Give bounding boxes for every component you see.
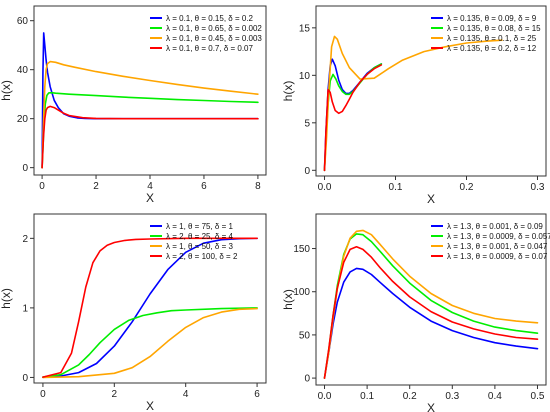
y-tick-label: 20	[17, 114, 29, 125]
series-line-3	[323, 35, 503, 172]
legend-entry: λ = 0.1, θ = 0.45, δ = 0.003	[166, 34, 262, 43]
x-tick-label: 4	[147, 181, 153, 192]
x-tick-label: 6	[254, 389, 260, 400]
x-tick-label: 2	[112, 389, 118, 400]
y-tick-label: 0	[304, 374, 310, 385]
y-tick-label: 150	[293, 244, 310, 255]
chart-panel-1: 0 2 4 6 8 0 20 40 60 Xh(x) λ = 0.1, θ = 0.15, δ = …	[0, 5, 267, 205]
x-tick-label: 0.0	[318, 391, 332, 402]
y-tick-label: 0	[304, 166, 310, 177]
y-tick-label: 15	[299, 23, 311, 34]
y-axis-label: h(x)	[0, 288, 13, 309]
x-tick-label: 0.3	[531, 182, 545, 193]
y-tick-label: 0	[22, 163, 28, 174]
x-tick-label: 0.2	[460, 182, 474, 193]
series-line-2	[323, 63, 383, 172]
legend-entry: λ = 1, θ = 50, δ = 3	[166, 242, 233, 251]
series-line-3	[42, 307, 258, 379]
legend-entry: λ = 0.1, θ = 0.65, δ = 0.002	[166, 24, 262, 33]
series-line-2	[41, 91, 259, 169]
series-line-3	[41, 60, 259, 169]
plot-frame	[315, 213, 547, 386]
chart-panel-4: 0.0 0.1 0.2 0.3 0.4 0.5 0 50 100 150 Xh(x) λ = 1.3,…	[281, 213, 550, 412]
x-tick-label: 0.3	[445, 391, 459, 402]
plot-frame	[33, 213, 267, 384]
x-tick-label: 0.2	[403, 391, 417, 402]
series-line-1	[323, 267, 539, 379]
series-line-4	[323, 64, 383, 172]
x-tick-label: 0.1	[360, 391, 374, 402]
y-tick-label: 0	[22, 373, 28, 384]
x-tick-label: 0	[39, 181, 45, 192]
y-tick-label: 60	[17, 16, 29, 27]
y-tick-label: 10	[299, 71, 311, 82]
series-line-2	[42, 307, 258, 378]
legend-entry: λ = 0.1, θ = 0.15, δ = 0.2	[166, 14, 254, 23]
y-tick-label: 1	[22, 303, 28, 314]
y-tick-label: 2	[22, 234, 28, 245]
x-tick-label: 6	[201, 181, 207, 192]
legend-entry: λ = 0.135, θ = 0.2, δ = 12	[447, 44, 537, 53]
chart-panel-2: 0.0 0.1 0.2 0.3 0 5 10 15 Xh(x) λ = 0.135, θ = 0.…	[281, 5, 547, 206]
series-line-4	[41, 105, 259, 169]
y-tick-label: 100	[293, 287, 310, 298]
y-axis-label: h(x)	[281, 81, 295, 102]
x-tick-label: 0.0	[318, 182, 332, 193]
x-tick-label: 0.4	[488, 391, 502, 402]
series-line-4	[323, 246, 539, 379]
legend-entry: λ = 2, θ = 100, δ = 2	[166, 252, 238, 261]
legend-entry: λ = 1.3, θ = 0.001, δ = 0.09	[447, 222, 543, 231]
x-axis-label: X	[146, 191, 154, 205]
x-tick-label: 0.5	[531, 391, 545, 402]
legend-entry: λ = 0.135, θ = 0.09, δ = 9	[447, 14, 537, 23]
series-line-1	[41, 32, 259, 169]
x-tick-label: 0.1	[389, 182, 403, 193]
legend-entry: λ = 1, θ = 75, δ = 1	[166, 222, 233, 231]
legend-entry: λ = 0.135, θ = 0.1, δ = 25	[447, 34, 537, 43]
x-axis-label: X	[427, 192, 435, 206]
legend-entry: λ = 1.3, θ = 0.0009, δ = 0.07	[447, 252, 548, 261]
legend-entry: λ = 1.3, θ = 0.001, δ = 0.047	[447, 242, 548, 251]
x-axis-label: X	[146, 399, 154, 412]
legend-entry: λ = 0.1, θ = 0.7, δ = 0.07	[166, 44, 254, 53]
x-axis-label: X	[427, 401, 435, 412]
plot-frame	[315, 5, 547, 177]
x-tick-label: 0	[40, 389, 46, 400]
y-tick-label: 5	[304, 118, 310, 129]
legend-entry: λ = 0.135, θ = 0.08, δ = 15	[447, 24, 541, 33]
x-tick-label: 2	[93, 181, 99, 192]
x-tick-label: 8	[255, 181, 261, 192]
y-tick-label: 50	[299, 330, 311, 341]
x-tick-label: 4	[183, 389, 189, 400]
y-tick-label: 40	[17, 65, 29, 76]
legend-entry: λ = 2, θ = 25, δ = 4	[166, 232, 233, 241]
legend-entry: λ = 1.3, θ = 0.0009, δ = 0.057	[447, 232, 550, 241]
series-line-1	[42, 237, 258, 379]
series-line-4	[42, 237, 258, 378]
y-axis-label: h(x)	[0, 80, 13, 101]
y-axis-label: h(x)	[281, 289, 295, 310]
